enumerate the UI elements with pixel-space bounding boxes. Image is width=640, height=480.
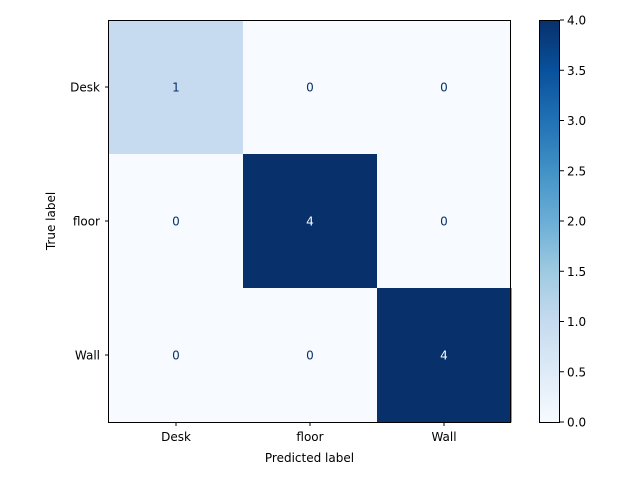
colorbar-tick-label: 3.0 [567,114,586,128]
x-tick-label: floor [296,430,323,444]
y-tick-label: floor [73,215,100,229]
heatmap-cell [243,154,378,289]
cell-value-label: 0 [172,349,180,363]
x-axis-label: Predicted label [265,451,354,465]
colorbar-tick-label: 1.5 [567,265,586,279]
colorbar-tick-label: 0.0 [567,416,586,430]
y-axis-label: True label [44,192,58,251]
cell-value-label: 0 [440,81,448,95]
cell-value-label: 0 [172,215,180,229]
colorbar-tick-label: 0.5 [567,365,586,379]
cell-value-label: 4 [440,349,448,363]
colorbar-tick-label: 3.5 [567,64,586,78]
cell-value-label: 1 [172,81,180,95]
y-axis-ticks: Desk floor Wall [70,81,109,363]
heatmap-cell [109,154,244,289]
heatmap-cell [377,154,512,289]
colorbar [539,20,560,423]
cell-value-label: 0 [306,349,314,363]
cell-value-label: 0 [306,81,314,95]
x-axis-ticks: Desk floor Wall [161,422,457,444]
colorbar-tick-label: 2.0 [567,215,586,229]
colorbar-tick-label: 4.0 [567,14,586,28]
colorbar-tick-label: 1.0 [567,315,586,329]
colorbar-ticks: 0.0 0.5 1.0 1.5 2.0 2.5 3.0 3.5 4.0 [560,14,586,430]
cell-value-label: 0 [440,215,448,229]
colorbar-tick-label: 2.5 [567,164,586,178]
heatmap-cell [109,288,244,423]
heatmap-cell [377,20,512,155]
x-tick-label: Wall [431,430,456,444]
cell-value-label: 4 [306,215,314,229]
y-tick-label: Desk [70,81,100,95]
cell-value-labels: 1 0 0 0 4 0 0 0 4 [172,81,448,363]
heatmap-cells [109,20,512,423]
heatmap-cell [243,288,378,423]
heatmap-cell [109,20,244,155]
y-tick-label: Wall [75,349,100,363]
heatmap-cell [243,20,378,155]
heatmap-cell [377,288,512,423]
x-tick-label: Desk [161,430,191,444]
